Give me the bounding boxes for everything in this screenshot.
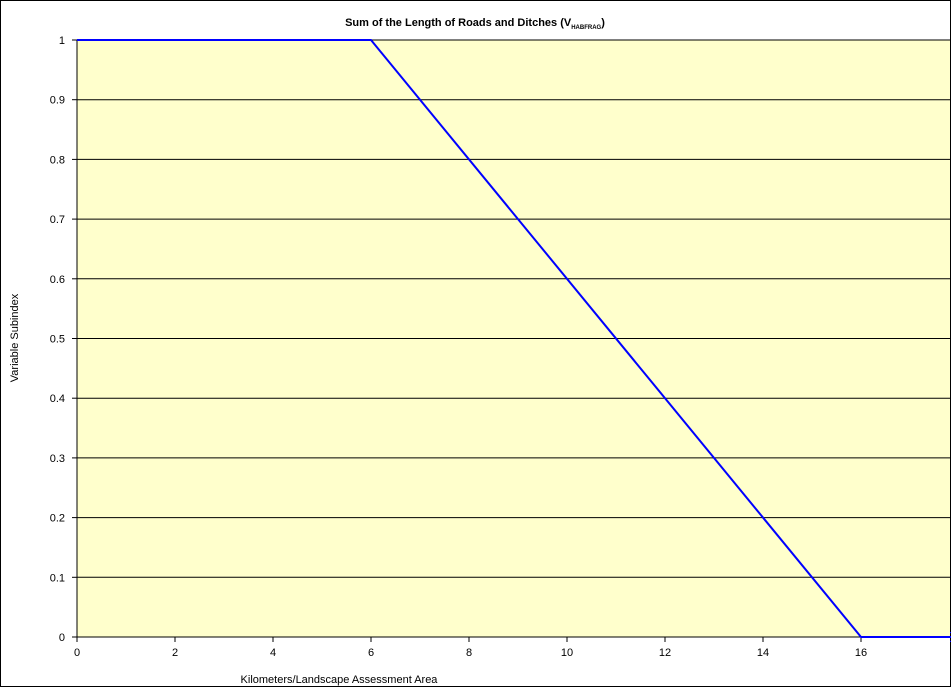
y-tick-label: 0.1	[50, 572, 65, 584]
y-tick-label: 0.7	[50, 214, 65, 226]
x-tick-label: 2	[172, 647, 178, 659]
x-tick-label: 0	[74, 647, 80, 659]
x-tick-label: 8	[466, 647, 472, 659]
y-tick-label: 0.5	[50, 334, 65, 346]
gridlines	[77, 39, 951, 638]
series-layer	[77, 39, 951, 637]
chart-title-main: Sum of the Length of Roads and Ditches (…	[345, 17, 572, 29]
x-tick-label: 12	[659, 647, 671, 659]
y-tick-label: 0.9	[50, 95, 65, 107]
chart-title-close: )	[601, 17, 605, 29]
y-tick-label: 0.4	[50, 393, 65, 405]
chart-title-subscript: HABFRAG	[571, 25, 601, 31]
y-tick-label: 0	[59, 632, 65, 644]
x-tick-label: 10	[561, 647, 573, 659]
series-line	[77, 39, 951, 637]
y-tick-label: 0.2	[50, 513, 65, 525]
x-tick-label: 4	[270, 647, 276, 659]
y-tick-label: 0.6	[50, 274, 65, 286]
x-tick-label: 16	[855, 647, 867, 659]
chart-title: Sum of the Length of Roads and Ditches (…	[345, 17, 605, 31]
x-tick-label: 6	[368, 647, 374, 659]
y-tick-label: 1	[59, 35, 65, 47]
y-tick-label: 0.3	[50, 453, 65, 465]
y-axis-label: Variable Subindex	[9, 293, 21, 382]
y-tick-label: 0.8	[50, 154, 65, 166]
x-axis-label: Kilometers/Landscape Assessment Area	[241, 674, 439, 686]
x-tick-label: 14	[757, 647, 769, 659]
tick-labels: 00.10.20.30.40.50.60.70.80.910 2 4 6 8 10 12 14…	[50, 35, 867, 659]
